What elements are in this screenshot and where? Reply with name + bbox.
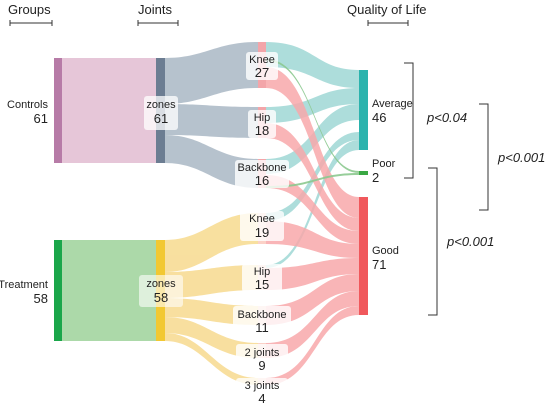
- label-zones-controls-name: zones: [146, 99, 176, 111]
- flow-knee-c-good: [266, 67, 359, 218]
- flow-zones-2joints-t: [165, 317, 258, 358]
- header-quality: Quality of Life: [347, 2, 427, 17]
- flow-zones-knee-t: [165, 213, 258, 272]
- label-2joints-t-name: 2 joints: [245, 347, 280, 359]
- label-knee-c-name: Knee: [249, 54, 275, 66]
- flow-2joints-t-good: [266, 291, 359, 358]
- node-treatment: [54, 240, 62, 341]
- label-knee-c-value: 27: [255, 65, 269, 80]
- flow-zones-backbone-c: [165, 135, 258, 188]
- label-bg-backbone-t: [233, 306, 291, 334]
- flow-zones-3joints-t: [165, 333, 258, 385]
- flow-zones-hip-c: [165, 104, 258, 138]
- label-hip-t-value: 15: [255, 277, 269, 292]
- label-bg-hip-c: [248, 110, 276, 138]
- label-hip-c-name: Hip: [254, 112, 271, 124]
- label-3joints-t-name: 3 joints: [245, 380, 280, 392]
- flow-hip-t-good: [266, 258, 359, 290]
- node-average: [359, 70, 368, 150]
- label-good-name: Good: [372, 245, 399, 257]
- label-bg-backbone-c: [235, 160, 289, 188]
- flow-backbone-c-poor: [266, 173, 359, 188]
- label-bg-3joints-t: [236, 378, 288, 406]
- label-average-value: 46: [372, 110, 386, 125]
- bracket-average-good: [479, 103, 489, 211]
- flow-controls-zones: [62, 58, 156, 163]
- label-backbone-c-value: 16: [255, 173, 269, 188]
- node-good: [359, 197, 368, 315]
- header-joints: Joints: [138, 2, 172, 17]
- label-controls-name: Controls: [7, 99, 48, 111]
- header-groups: Groups: [8, 2, 51, 17]
- label-treatment-value: 58: [34, 291, 48, 306]
- label-poor-value: 2: [372, 170, 379, 185]
- pvalue-poor-good: p<0.001: [446, 234, 494, 249]
- flow-hip-c-average: [266, 88, 359, 123]
- label-bg-zones-treatment: [139, 275, 183, 307]
- label-backbone-t-value: 11: [255, 320, 269, 335]
- flow-hip-c-good: [266, 123, 359, 231]
- label-zones-controls-value: 61: [154, 111, 168, 126]
- flows-to-poor: [266, 59, 359, 188]
- label-bg-zones-controls: [144, 96, 178, 130]
- label-bg-knee-c: [246, 52, 278, 80]
- label-backbone-t-name: Backbone: [238, 309, 287, 321]
- label-bg-2joints-t: [236, 344, 288, 372]
- label-knee-t-value: 19: [255, 225, 269, 240]
- flows-treatment-joints: [165, 213, 258, 385]
- bracket-poor-good: [428, 167, 438, 316]
- label-good-value: 71: [372, 257, 386, 272]
- label-average-name: Average: [372, 98, 413, 110]
- label-bg-hip-t: [242, 264, 282, 292]
- flow-zones-knee-c: [165, 42, 258, 104]
- label-zones-treatment-value: 58: [154, 290, 168, 305]
- label-controls-value: 61: [34, 111, 48, 126]
- flow-3joints-t-good: [266, 306, 359, 385]
- label-bg-knee-t: [240, 211, 284, 241]
- flows-controls-joints: [165, 42, 258, 188]
- node-controls: [54, 58, 62, 163]
- label-poor-name: Poor: [372, 158, 396, 170]
- label-hip-c-value: 18: [255, 123, 269, 138]
- flow-knee-t-good: [266, 221, 359, 258]
- label-zones-treatment-name: zones: [146, 278, 176, 290]
- flow-backbone-c-good: [266, 175, 359, 244]
- pvalue-average-good: p<0.001: [497, 150, 545, 165]
- label-hip-t-name: Hip: [254, 266, 271, 278]
- bracket-average-poor: [404, 62, 414, 179]
- label-treatment-name: Treatment: [0, 279, 48, 291]
- pvalue-average-poor: p<0.04: [426, 110, 467, 125]
- flow-zones-hip-t: [165, 265, 258, 298]
- label-knee-t-name: Knee: [249, 213, 275, 225]
- label-2joints-t-value: 9: [258, 358, 265, 373]
- flow-knee-c-average: [266, 42, 359, 88]
- label-3joints-t-value: 4: [258, 391, 265, 406]
- label-backbone-c-name: Backbone: [238, 162, 287, 174]
- node-poor: [359, 171, 368, 175]
